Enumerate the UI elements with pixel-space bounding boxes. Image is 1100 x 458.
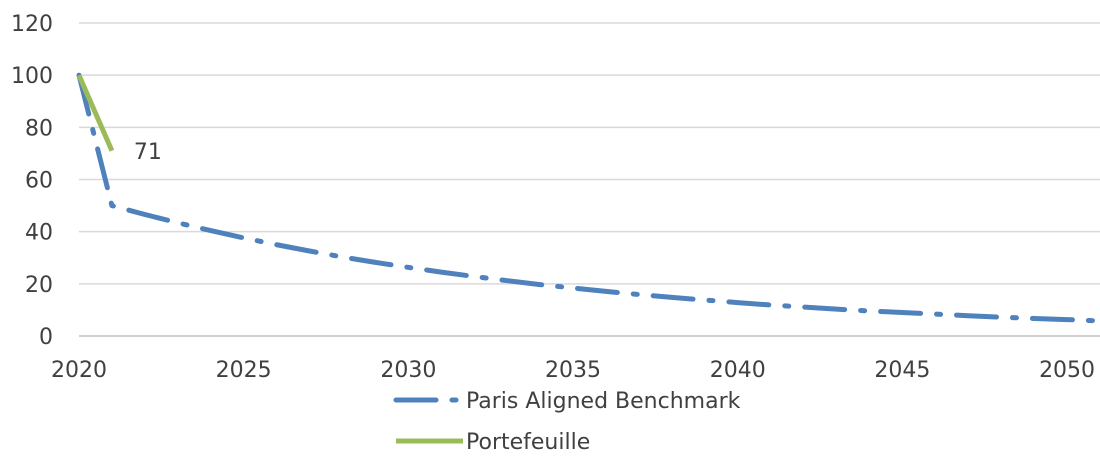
series-line-portefeuille [79,75,112,151]
legend-item-portefeuille: Portefeuille [396,430,590,455]
x-tick-label: 2035 [545,358,601,383]
y-axis-tick-labels: 0 20 40 60 80 100 120 [11,12,53,350]
x-tick-label: 2040 [710,358,766,383]
x-tick-label: 2025 [216,358,272,383]
legend-item-paris-aligned-benchmark: Paris Aligned Benchmark [396,389,741,414]
x-tick-label: 2020 [51,358,107,383]
y-tick-label: 60 [25,169,53,194]
y-tick-label: 20 [25,273,53,298]
legend-label: Portefeuille [466,430,590,455]
y-tick-label: 80 [25,116,53,141]
y-tick-label: 0 [39,325,53,350]
data-labels: 71 [134,140,162,165]
legend-label: Paris Aligned Benchmark [466,389,741,414]
x-tick-label: 2045 [874,358,930,383]
x-axis-tick-labels: 2020 2025 2030 2035 2040 2045 2050 [51,358,1095,383]
x-tick-label: 2030 [380,358,436,383]
y-tick-label: 120 [11,12,53,37]
x-tick-label: 2050 [1039,358,1095,383]
legend: Paris Aligned Benchmark Portefeuille [396,389,741,455]
y-tick-label: 40 [25,221,53,246]
y-tick-label: 100 [11,64,53,89]
data-label: 71 [134,140,162,165]
